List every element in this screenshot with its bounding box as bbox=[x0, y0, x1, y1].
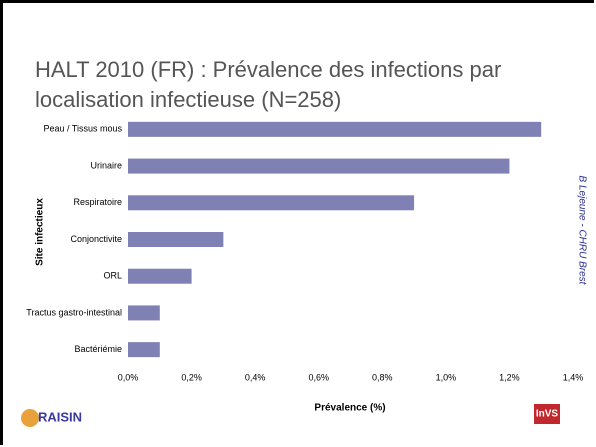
y-axis-label: Site infectieux bbox=[35, 198, 46, 266]
bar bbox=[128, 121, 542, 137]
x-axis-label: Prévalence (%) bbox=[314, 403, 385, 414]
x-tick-label: 0,4% bbox=[245, 372, 266, 382]
x-tick-label: 0,0% bbox=[118, 372, 139, 382]
x-tick-label: 1,0% bbox=[436, 372, 457, 382]
logo-invs: InVS bbox=[534, 404, 560, 424]
x-tick-label: 1,4% bbox=[563, 372, 584, 382]
y-tick-label: Tractus gastro-intestinal bbox=[26, 307, 122, 317]
logo-raisin: RAISIN bbox=[21, 409, 82, 427]
x-tick-label: 1,2% bbox=[499, 372, 520, 382]
y-tick-label: Respiratoire bbox=[73, 197, 122, 207]
logo-text: RAISIN bbox=[38, 409, 82, 424]
author-note: B Lejeune - CHRU Brest bbox=[576, 176, 587, 286]
logo-text: InVS bbox=[536, 409, 559, 420]
bar bbox=[128, 232, 224, 247]
title-line: HALT 2010 (FR) : Prévalence des infectio… bbox=[35, 57, 501, 82]
bar bbox=[128, 195, 415, 211]
bar bbox=[128, 158, 510, 174]
y-tick-label: ORL bbox=[103, 271, 122, 281]
y-tick-label: Urinaire bbox=[90, 160, 122, 170]
x-tick-label: 0,6% bbox=[308, 372, 329, 382]
bar bbox=[128, 305, 160, 321]
x-tick-label: 0,2% bbox=[181, 372, 202, 382]
logo-shape bbox=[21, 409, 39, 427]
title-line: localisation infectieuse (N=258) bbox=[35, 87, 341, 112]
y-tick-label: Bactériémie bbox=[74, 344, 122, 354]
bar bbox=[128, 268, 192, 284]
logo-shape bbox=[534, 404, 560, 424]
bar bbox=[128, 342, 160, 358]
x-tick-label: 0,8% bbox=[372, 372, 393, 382]
y-tick-label: Conjonctivite bbox=[70, 234, 122, 244]
y-tick-label: Peau / Tissus mous bbox=[43, 124, 122, 134]
